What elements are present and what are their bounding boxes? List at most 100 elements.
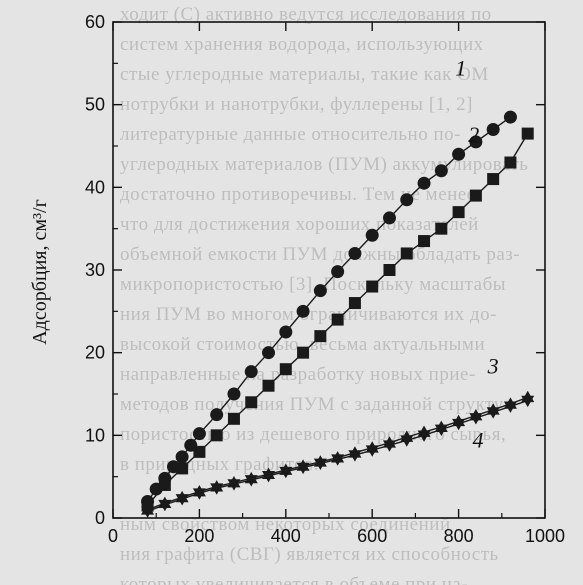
series-1-point bbox=[503, 110, 517, 124]
series-1-point bbox=[365, 228, 379, 242]
series-4-point bbox=[486, 407, 500, 419]
series-1-point bbox=[382, 211, 396, 225]
y-tick-label: 60 bbox=[85, 12, 105, 32]
series-2-point bbox=[487, 173, 500, 186]
background-text-line: которых увеличивается в объеме при на- bbox=[120, 574, 469, 585]
series-4-point bbox=[452, 418, 466, 431]
y-tick-label: 50 bbox=[85, 95, 105, 115]
y-tick-label: 20 bbox=[85, 343, 105, 363]
series-layer bbox=[141, 110, 535, 518]
series-1-point bbox=[175, 450, 189, 464]
series-2-point bbox=[314, 330, 327, 343]
series-labels-layer: 1 2 3 4 bbox=[455, 56, 498, 453]
series-4-point bbox=[382, 440, 396, 452]
x-tick-label: 800 bbox=[444, 526, 474, 546]
series-4-point bbox=[313, 458, 327, 470]
series-4-point bbox=[158, 499, 172, 512]
y-tick-label: 0 bbox=[95, 508, 105, 528]
series-2-point bbox=[227, 412, 240, 425]
series-1-point bbox=[192, 427, 206, 441]
series-4-point bbox=[244, 475, 258, 487]
series-4-point bbox=[331, 454, 345, 466]
series-label-1: 1 bbox=[455, 56, 466, 81]
series-2-point bbox=[452, 206, 465, 219]
background-text-line: объемной емкости ПУМ должны обладать раз… bbox=[120, 244, 521, 265]
x-tick-label: 600 bbox=[357, 526, 387, 546]
background-text-line: углеродных материалов (ПУМ) аккумулирова… bbox=[120, 154, 529, 175]
series-2-point bbox=[418, 235, 431, 248]
series-2-point bbox=[383, 264, 396, 276]
series-label-2: 2 bbox=[468, 122, 479, 147]
series-1-point bbox=[331, 265, 345, 279]
series-2-point bbox=[331, 313, 344, 326]
series-4-point bbox=[192, 488, 206, 500]
series-2-point bbox=[245, 396, 258, 409]
series-1 bbox=[141, 110, 517, 508]
series-4-point bbox=[279, 466, 293, 479]
series-1-point bbox=[486, 122, 500, 136]
series-4-point bbox=[469, 413, 483, 425]
series-2-point bbox=[210, 429, 223, 442]
series-4-point bbox=[175, 494, 189, 506]
y-tick-label: 30 bbox=[85, 260, 105, 280]
series-1-point bbox=[279, 325, 293, 339]
series-2-point bbox=[279, 363, 292, 376]
background-text-line: литературные данные относительно по- bbox=[120, 124, 461, 145]
series-2-point bbox=[176, 462, 189, 475]
x-tick-label: 200 bbox=[184, 526, 214, 546]
background-text-line: достаточно противоречивы. Тем не менее bbox=[120, 184, 476, 205]
series-1-point bbox=[417, 176, 431, 190]
series-2-point bbox=[348, 297, 361, 310]
series-1-point bbox=[452, 147, 466, 161]
series-2-point bbox=[469, 189, 482, 202]
background-text-line: микропористостью [3]. Поскольку масштабы bbox=[120, 274, 507, 295]
series-2-point bbox=[262, 379, 275, 392]
series-2-point bbox=[435, 222, 448, 235]
series-1-point bbox=[313, 284, 327, 298]
series-4-point bbox=[521, 395, 535, 408]
series-2-point bbox=[158, 478, 171, 491]
series-1-point bbox=[262, 346, 276, 360]
background-text-line: ным свойством некоторых соединений bbox=[120, 514, 451, 535]
series-1-point bbox=[244, 365, 258, 379]
series-2-point bbox=[504, 156, 517, 169]
series-1-point bbox=[434, 164, 448, 178]
x-tick-label: 400 bbox=[271, 526, 301, 546]
series-1-point bbox=[400, 193, 414, 207]
series-label-4: 4 bbox=[473, 428, 484, 453]
background-text-line: ния графита (СВГ) является их способност… bbox=[120, 544, 499, 565]
series-4-point bbox=[503, 401, 517, 413]
x-tick-label: 0 bbox=[108, 526, 118, 546]
series-1-point bbox=[210, 408, 224, 422]
background-text-line: систем хранения водорода, использующих bbox=[120, 34, 484, 55]
series-1-point bbox=[348, 246, 362, 260]
series-2-point bbox=[366, 280, 379, 293]
series-4-point bbox=[141, 506, 155, 518]
series-label-3: 3 bbox=[487, 353, 499, 378]
series-2-point bbox=[521, 127, 534, 140]
background-text-line: направленные на разработку новых прие- bbox=[120, 364, 476, 385]
series-4-point bbox=[365, 445, 379, 457]
background-text-line: высокой стоимостью, весьма актуальными bbox=[120, 334, 486, 355]
y-tick-label: 10 bbox=[85, 425, 105, 445]
x-tick-label: 1000 bbox=[525, 526, 565, 546]
axes: 0 200 400 600 800 1000 0 10 20 30 40 50 60 bbox=[85, 12, 565, 546]
y-tick-label: 40 bbox=[85, 177, 105, 197]
series-4-point bbox=[434, 424, 448, 437]
series-4-point bbox=[210, 483, 224, 495]
series-1-point bbox=[227, 387, 241, 401]
series-4-point bbox=[417, 430, 431, 442]
background-text-line: нотрубки и нанотрубки, фуллерены [1, 2] bbox=[120, 94, 473, 115]
series-4-point bbox=[400, 435, 414, 447]
y-axis-label: Адсорбция, см³/г bbox=[29, 199, 51, 345]
series-2-point bbox=[400, 247, 413, 260]
series-4-point bbox=[296, 462, 310, 475]
background-text-line: стые углеродные материалы, такие как ОМ bbox=[120, 64, 489, 85]
series-4 bbox=[141, 395, 535, 518]
series-4-point bbox=[348, 450, 362, 462]
series-4-point bbox=[227, 479, 241, 491]
background-text-line: ходит (С) активно ведутся исследования п… bbox=[120, 4, 492, 25]
series-2-point bbox=[297, 346, 310, 359]
